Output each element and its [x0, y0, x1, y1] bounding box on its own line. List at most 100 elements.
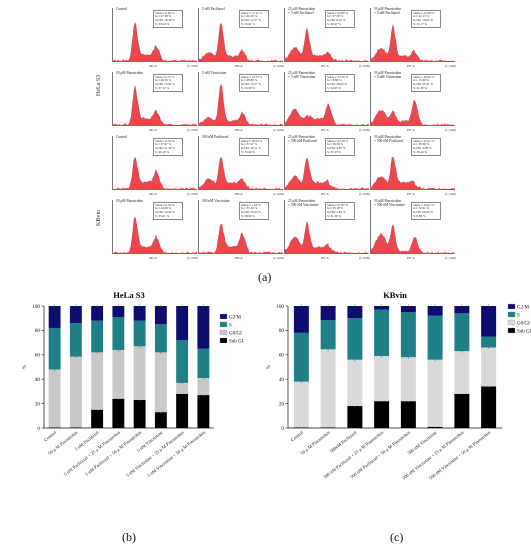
bar-segment-g2-m	[69, 306, 82, 324]
stats-line: S: 21.30 %	[413, 85, 428, 90]
stats-line: G1: 46.36 %	[155, 78, 172, 83]
legend-label: Sub GI	[517, 330, 531, 335]
histogram-title: 25 μM Pinostrobin + 5 nM Paclitaxel	[288, 7, 315, 15]
axis-label-pe-a: PE-A	[407, 256, 415, 260]
legend-label: G2/M	[517, 306, 530, 311]
y-tick-label: 0	[281, 426, 284, 432]
bar-segment-s	[293, 332, 309, 382]
stats-line: SubG1: 0.54 %	[155, 202, 175, 207]
bar-segment-s	[154, 324, 167, 353]
stats-line: SubG1: 1.18 %	[241, 202, 261, 207]
bar-segment-s	[91, 320, 104, 353]
histogram-plot	[199, 223, 283, 254]
histogram-title-line: 25 μM Pinostrobin	[288, 71, 316, 75]
stats-box: SubG1: 0.57 % G1: 46.36 % G2/M: 15.82 % S: …	[153, 74, 183, 93]
histogram-title-line: + 500 nM Vincristine	[374, 203, 405, 207]
legend-label: G0/GI	[229, 332, 242, 337]
axis-label-pe-a: PE-A	[321, 192, 329, 196]
stats-line: S: 25.61 %	[241, 21, 256, 26]
legend-swatch	[507, 303, 516, 310]
histogram-title: Control	[116, 135, 127, 139]
stats-line: SubG1: 0.33 %	[155, 138, 175, 143]
axis-label-pe-a: PE-A	[149, 128, 157, 132]
stats-line: S: 37.23 %	[327, 149, 342, 154]
stats-line: G2/M: 3.08 %	[413, 146, 432, 151]
y-tick-label: 20	[35, 401, 41, 407]
histogram-title-line: 50 μM Pinostrobin	[374, 135, 402, 139]
bar-segment-s	[69, 323, 82, 357]
bar-segment-s	[197, 348, 210, 378]
stats-line: G2/M: 10.11 %	[241, 146, 261, 151]
bar-segment-sub-gi	[374, 401, 390, 428]
histogram-plot	[199, 22, 283, 62]
stats-line: G1: 36.58 %	[327, 142, 344, 147]
stats-box: SubG1: 23.80 % G1: 37.58 % G2/M: 8.22 % S: …	[325, 10, 355, 29]
axis-label-pe-a: PE-A	[407, 192, 415, 196]
histogram-8: Control SubG1: 0.33 % G1: 37.67 % G2/M: 21.…	[112, 135, 198, 196]
axis-unit: (x 1,000)	[445, 64, 456, 68]
bar-segment-g0-gi	[400, 357, 416, 402]
panel-label-a: (a)	[258, 270, 272, 284]
legend-label: S	[517, 314, 520, 319]
histogram-title-line: 50 μM Pinostrobin	[116, 71, 144, 75]
histogram-plot	[371, 224, 455, 254]
axis-unit: (x 1,000)	[187, 128, 198, 132]
stats-line: G1: 8.86 %	[327, 78, 342, 83]
axis-label-pe-a: PE-A	[407, 64, 415, 68]
stats-line: G2/M: 18.38 %	[155, 18, 175, 23]
axis-unit: (x 1,000)	[273, 64, 284, 68]
axis-unit: (x 1,000)	[445, 128, 456, 132]
stats-box: SubG1: 0.33 % G1: 37.67 % G2/M: 21.58 % S: …	[153, 138, 183, 157]
axis-label-pe-a: PE-A	[149, 64, 157, 68]
stats-line: G1: 15.69 %	[413, 78, 430, 83]
histogram-area	[285, 27, 369, 62]
histogram-7: 50 μM Pinostrobin + 5 nM Vincristine SubG1…	[370, 71, 456, 132]
legend-swatch	[219, 313, 228, 320]
histogram-title-line: + 500 nM Paclitaxel	[374, 139, 404, 143]
bar-segment-sub-gi	[347, 406, 363, 428]
category-label: Control	[43, 429, 58, 442]
histogram-area	[113, 156, 197, 190]
y-tick-label: 40	[279, 377, 285, 383]
bar-segment-g2-m	[293, 306, 309, 333]
histogram-10: 25 μM Pinostrobin + 500 nM Paclitaxel SubG…	[284, 135, 370, 196]
bar-segment-g2-m	[400, 306, 416, 313]
panel-label-b: (b)	[122, 530, 136, 544]
axis-unit: (x 1,000)	[445, 256, 456, 260]
stats-box: SubG1: 34.02 % G1: 32.61 % G2/M: 24.95 % S:…	[411, 202, 441, 221]
axis-unit: (x 1,000)	[445, 192, 456, 196]
bar-segment-s	[320, 320, 336, 350]
histogram-11: 50 μM Pinostrobin + 500 nM Paclitaxel SubG…	[370, 135, 456, 196]
stats-line: SubG1: 18.54 %	[241, 138, 263, 143]
histogram-title-line: 500 nM Vincristine	[202, 199, 230, 203]
axis-label-pe-a: PE-A	[321, 64, 329, 68]
bar-segment-s	[481, 336, 497, 348]
stats-line: G2/M: 15.07 %	[241, 82, 261, 87]
stats-line: G2/M: 10.61 %	[413, 18, 433, 23]
stats-line: SubG1: 0.57 %	[155, 74, 175, 79]
histogram-plot	[285, 27, 369, 62]
stats-line: G2/M: 3.87 %	[327, 146, 346, 151]
stats-line: G2/M: 12.37 %	[241, 18, 261, 23]
bar-segment-g2-m	[197, 306, 210, 349]
histogram-area	[199, 223, 283, 254]
bar-segment-sub-gi	[133, 399, 146, 428]
bar-segment-g2-m	[91, 306, 104, 321]
legend-swatch	[507, 311, 516, 318]
stats-line: G2/M: 19.42 %	[155, 210, 175, 215]
y-tick-label: 100	[276, 304, 284, 310]
histogram-area	[113, 216, 197, 254]
row-label-0: HeLa S3	[96, 74, 102, 96]
stats-line: SubG1: 27.76 %	[327, 74, 349, 79]
stats-line: S: 33.66 %	[241, 149, 256, 154]
histogram-area	[113, 85, 197, 126]
stats-line: G2/M: 25.03 %	[241, 210, 261, 215]
stats-line: G1: 35.18 %	[327, 206, 344, 211]
bar-segment-g2-m	[427, 306, 443, 316]
bar-segment-sub-gi	[197, 395, 210, 428]
histogram-title-line: 25 μM Pinostrobin	[288, 199, 316, 203]
histogram-plot	[113, 216, 197, 254]
histogram-title-line: 50 μM Pinostrobin	[374, 7, 402, 11]
histogram-title: 5 nM Vincristine	[202, 71, 226, 75]
